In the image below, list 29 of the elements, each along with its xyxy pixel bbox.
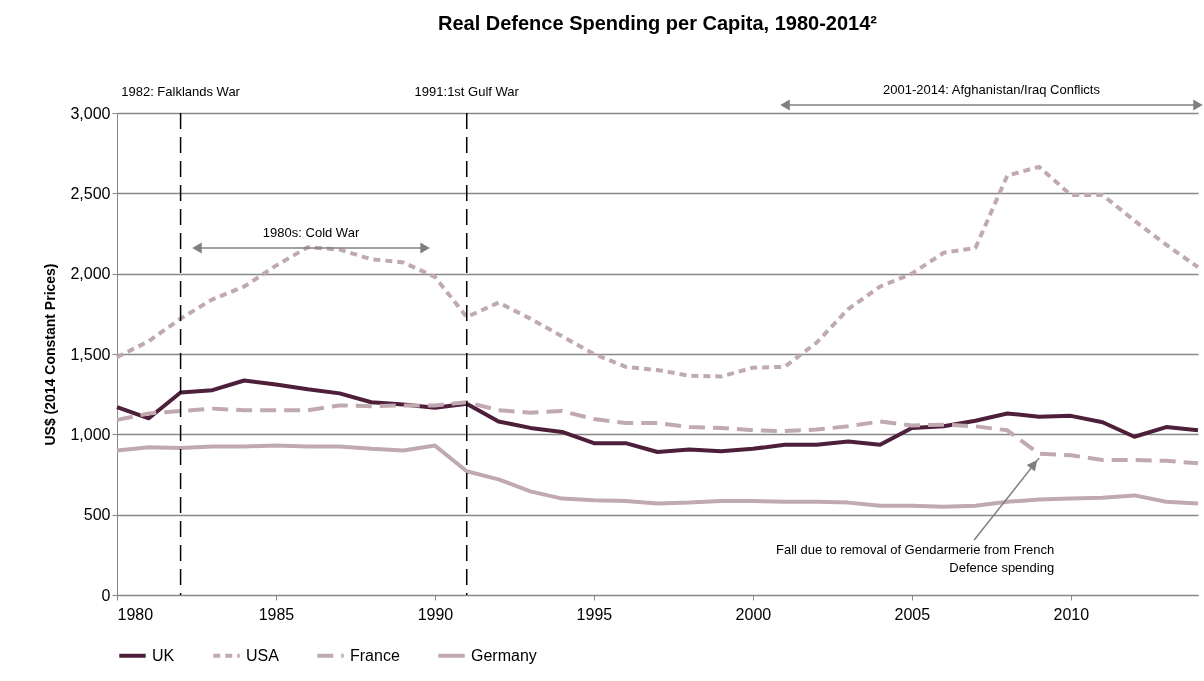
annotation: 1980s: Cold War: [262, 225, 360, 240]
ref-line-label: 1982: Falklands War: [121, 84, 241, 99]
ref-line-label: 1991:1st Gulf War: [414, 84, 520, 99]
y-tick-label: 2,000: [70, 265, 111, 283]
x-tick-label: 1990: [417, 605, 454, 623]
y-tick-label: 1,000: [70, 425, 111, 443]
y-tick-label: 3,000: [70, 104, 111, 122]
y-tick-label: 500: [83, 506, 111, 524]
annotation: Fall due to removal of Gendarmerie from French Defence spending: [776, 542, 1055, 576]
x-tick-label: 1995: [576, 605, 613, 623]
line-series: [115, 443, 1200, 509]
legend-label: France: [350, 646, 400, 664]
x-tick-label: 1980: [117, 605, 154, 623]
text: 2001-2014: Afghanistan/Iraq Conflicts: [883, 82, 1101, 97]
y-tick-label: 1,500: [70, 345, 111, 363]
legend-label: UK: [152, 646, 175, 664]
x-tick-label: 1985: [258, 605, 295, 623]
x-tick-label: 2005: [894, 605, 931, 623]
chart-title: Real Defence Spending per Capita, 1980-2014²: [437, 12, 878, 34]
y-tick-label: 0: [101, 586, 111, 604]
y-tick-label: 2,500: [70, 184, 111, 202]
line-series: [115, 164, 1200, 379]
y-axis-title: US$ (2014 Constant Prices): [42, 263, 59, 446]
legend-label: USA: [246, 646, 280, 664]
x-tick-label: 2010: [1053, 605, 1090, 623]
line-series: [115, 400, 1200, 466]
line-series: [115, 378, 1200, 455]
x-tick-label: 2000: [735, 605, 772, 623]
legend-label: Germany: [471, 646, 537, 664]
